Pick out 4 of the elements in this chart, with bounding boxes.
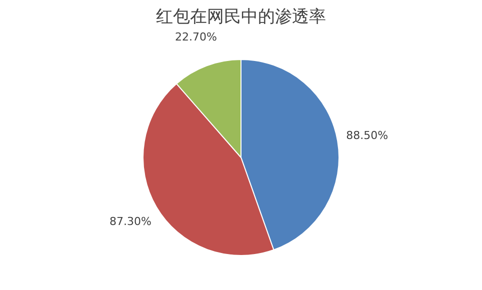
- data-label: 22.70%: [175, 30, 217, 44]
- chart-title: 红包在网民中的渗透率: [156, 7, 326, 27]
- data-label: 87.30%: [110, 215, 152, 228]
- data-label: 88.50%: [346, 128, 388, 142]
